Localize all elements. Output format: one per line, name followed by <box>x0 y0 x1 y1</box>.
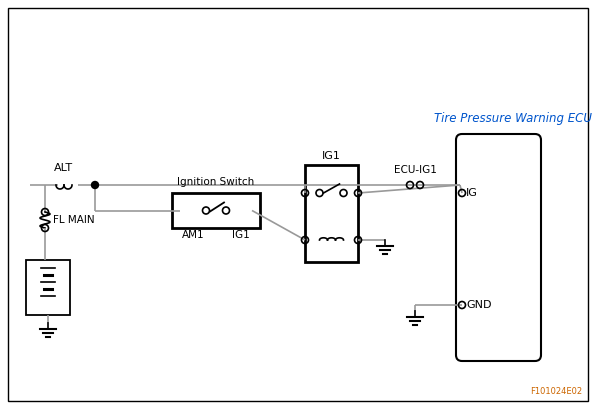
Text: F101024E02: F101024E02 <box>530 387 582 396</box>
Text: IG: IG <box>466 188 478 198</box>
Text: GND: GND <box>466 300 492 310</box>
Text: IG1: IG1 <box>232 230 250 240</box>
Text: Ignition Switch: Ignition Switch <box>178 177 254 187</box>
Text: ECU-IG1: ECU-IG1 <box>393 165 436 175</box>
Text: FL MAIN: FL MAIN <box>53 215 95 225</box>
Text: Tire Pressure Warning ECU: Tire Pressure Warning ECU <box>434 112 592 125</box>
Text: AM1: AM1 <box>182 230 204 240</box>
Text: IG1: IG1 <box>322 151 341 161</box>
Text: ALT: ALT <box>54 163 73 173</box>
Circle shape <box>92 182 98 189</box>
